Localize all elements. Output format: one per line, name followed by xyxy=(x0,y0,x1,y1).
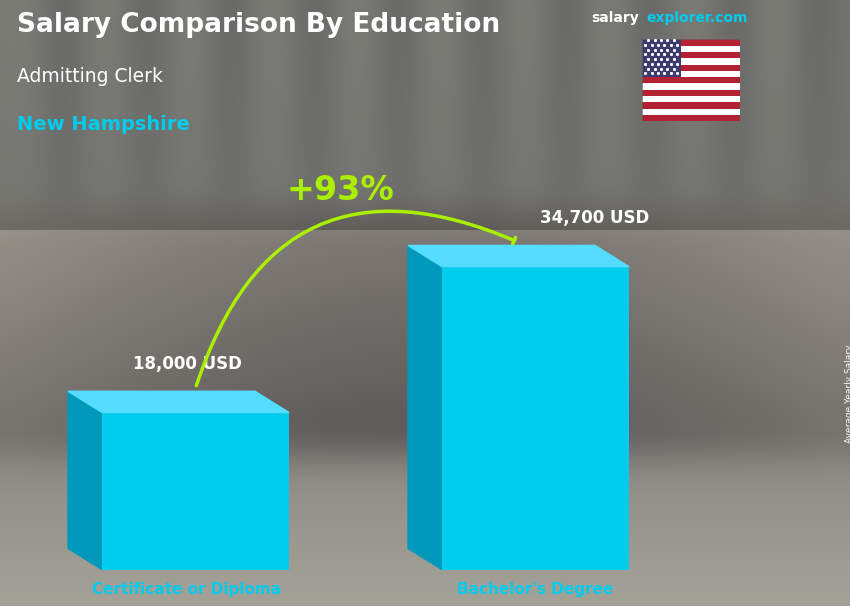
Bar xyxy=(642,77,740,84)
Bar xyxy=(442,267,629,570)
Bar xyxy=(642,58,740,65)
Polygon shape xyxy=(68,391,289,413)
Text: New Hampshire: New Hampshire xyxy=(17,115,190,134)
Text: salary: salary xyxy=(591,11,638,25)
Text: Bachelor's Degree: Bachelor's Degree xyxy=(457,582,614,597)
Bar xyxy=(642,102,740,108)
Text: Admitting Clerk: Admitting Clerk xyxy=(17,67,163,85)
Bar xyxy=(642,71,740,77)
Text: 34,700 USD: 34,700 USD xyxy=(541,209,649,227)
Text: Average Yearly Salary: Average Yearly Salary xyxy=(846,345,850,443)
Polygon shape xyxy=(68,391,102,570)
Bar xyxy=(642,96,740,102)
Polygon shape xyxy=(408,245,629,267)
Bar xyxy=(642,39,681,77)
Text: Salary Comparison By Education: Salary Comparison By Education xyxy=(17,12,500,38)
Text: explorer.com: explorer.com xyxy=(646,11,747,25)
Polygon shape xyxy=(408,245,442,570)
Bar xyxy=(642,84,740,90)
Text: 18,000 USD: 18,000 USD xyxy=(133,355,241,373)
Bar xyxy=(642,52,740,58)
Bar xyxy=(642,108,740,115)
Bar xyxy=(642,115,740,121)
Bar xyxy=(642,65,740,71)
Bar xyxy=(642,45,740,52)
Bar xyxy=(642,90,740,96)
Bar xyxy=(0,0,850,230)
Text: +93%: +93% xyxy=(286,175,394,207)
Text: Certificate or Diploma: Certificate or Diploma xyxy=(93,582,281,597)
Bar xyxy=(102,413,289,570)
Bar xyxy=(642,39,740,45)
